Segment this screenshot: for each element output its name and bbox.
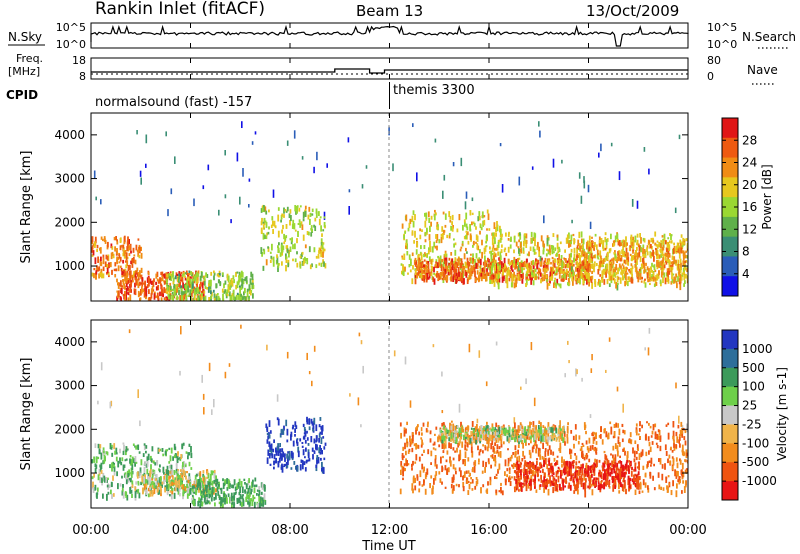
range-tick-label: 3000 [54, 172, 85, 186]
cpid-segment-2: themis 3300 [393, 83, 475, 98]
colorbar-tick-label: 24 [742, 156, 757, 170]
nave-tick-top: 80 [707, 54, 721, 67]
range-tick-label: 3000 [54, 379, 85, 393]
colorbar-swatch [722, 462, 738, 482]
echo-region [165, 270, 255, 301]
colorbar-tick-label: 16 [742, 200, 757, 214]
nsky-panel: N.Sky 10^5 10^0 10^5 10^0 N.Search [8, 21, 796, 51]
velocity-panel: 1000 2000 3000 4000 Slant Range [km] [19, 319, 689, 509]
colorbar-tick-label: 500 [742, 361, 765, 375]
power-colorbar: 28 24 20 16 12 8 4 [721, 117, 757, 297]
velocity-data [91, 324, 688, 508]
colorbar-swatch [722, 236, 738, 257]
nsky-tick-bottom: 10^0 [56, 38, 86, 51]
cpid-label: CPID [6, 88, 38, 102]
colorbar-tick-label: -100 [742, 436, 769, 450]
colorbar-swatch [722, 348, 738, 369]
echo-region [260, 204, 327, 272]
colorbar-tick-label: 4 [742, 267, 750, 281]
freq-label-line2: [MHz] [8, 65, 40, 78]
colorbar-swatch [722, 197, 738, 218]
freq-panel: Freq. [MHz] 18 8 80 0 Nave [8, 52, 778, 85]
nave-tick-bottom: 0 [707, 70, 714, 83]
range-tick-label: 1000 [54, 466, 85, 480]
nsearch-tick-bottom: 10^0 [707, 38, 737, 51]
time-axis-label: Time UT [361, 539, 415, 554]
colorbar-tick-label: -500 [742, 455, 769, 469]
range-tick-label: 2000 [54, 215, 85, 229]
colorbar-swatch [722, 443, 738, 463]
colorbar-tick-label: 8 [742, 245, 750, 259]
colorbar-swatch [722, 386, 738, 407]
colorbar-tick-label: 100 [742, 380, 765, 394]
echo-region [91, 235, 143, 281]
colorbar-tick-label: 25 [742, 399, 757, 413]
colorbar-swatch [722, 330, 738, 350]
range-tick-label: 1000 [54, 259, 85, 273]
time-tick-label: 00:00 [669, 523, 706, 538]
colorbar-swatch [722, 405, 738, 425]
echo-region [489, 231, 688, 291]
time-tick-label: 16:00 [470, 523, 507, 538]
velocity-colorbar-label: Velocity [m s-1] [775, 367, 789, 461]
colorbar-swatch [722, 177, 738, 198]
freq-trace [91, 68, 688, 74]
nsky-label: N.Sky [8, 30, 42, 44]
range-tick-label: 4000 [54, 128, 85, 142]
cpid-segment-1: normalsound (fast) -157 [95, 95, 252, 110]
echo-region [191, 477, 267, 508]
nsearch-tick-top: 10^5 [707, 21, 737, 34]
colorbar-tick-label: -25 [742, 417, 762, 431]
velocity-colorbar: 1000 500 100 25 -25 -100 -500 -1000 [721, 329, 777, 501]
nsky-tick-top: 10^5 [56, 21, 86, 34]
power-panel: 1000 2000 3000 4000 Slant Range [km] [19, 112, 689, 302]
colorbar-tick-label: 12 [742, 222, 757, 236]
time-tick-label: 12:00 [371, 523, 408, 538]
echo-region [439, 425, 566, 445]
colorbar-swatch [722, 216, 738, 238]
colorbar-swatch [722, 118, 738, 139]
nsearch-label: N.Search [742, 30, 796, 44]
echo-region [265, 416, 327, 474]
range-tick-label: 4000 [54, 335, 85, 349]
freq-tick-bottom: 8 [79, 70, 86, 83]
nave-label: Nave [747, 63, 778, 77]
colorbar-swatch [722, 481, 738, 501]
power-ylabel: Slant Range [km] [19, 151, 34, 264]
time-tick-label: 08:00 [271, 523, 308, 538]
freq-tick-top: 18 [72, 54, 86, 67]
velocity-ylabel: Slant Range [km] [19, 358, 34, 471]
colorbar-swatch [722, 137, 738, 159]
colorbar-tick-label: 20 [742, 178, 757, 192]
colorbar-swatch [722, 157, 738, 178]
freq-label-line1: Freq. [16, 52, 43, 65]
colorbar-swatch [722, 276, 738, 297]
colorbar-swatch [722, 367, 738, 388]
power-colorbar-label: Power [dB] [760, 164, 774, 229]
colorbar-tick-label: 1000 [742, 342, 773, 356]
station-title: Rankin Inlet (fitACF) [95, 0, 265, 19]
echo-region [513, 459, 640, 492]
colorbar-swatch [722, 256, 738, 277]
range-tick-label: 2000 [54, 422, 85, 436]
time-tick-label: 20:00 [570, 523, 607, 538]
time-tick-label: 04:00 [172, 523, 209, 538]
beam-title: Beam 13 [356, 2, 423, 20]
time-tick-label: 00:00 [72, 523, 109, 538]
colorbar-tick-label: 28 [742, 133, 757, 147]
time-axis: 00:00 04:00 08:00 12:00 16:00 20:00 00:00 [72, 23, 707, 538]
colorbar-swatch [722, 424, 738, 444]
date-title: 13/Oct/2009 [586, 2, 679, 20]
power-data [91, 121, 688, 301]
cpid-panel: CPID normalsound (fast) -157 themis 3300 [6, 82, 475, 110]
echo-region [576, 239, 688, 285]
colorbar-tick-label: -1000 [742, 474, 777, 488]
